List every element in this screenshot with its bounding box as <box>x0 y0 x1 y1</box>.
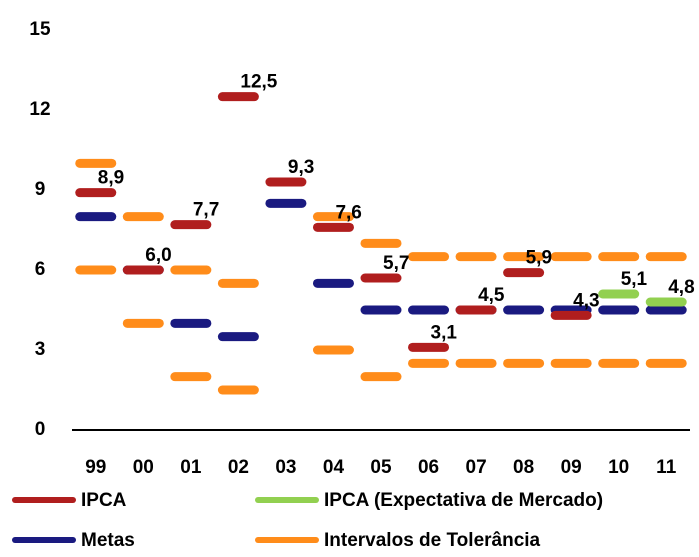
x-tick-label: 02 <box>228 457 249 478</box>
data-label: 4,8 <box>668 277 694 298</box>
data-label: 5,7 <box>383 253 409 274</box>
x-tick-label: 09 <box>561 457 582 478</box>
data-label: 4,5 <box>478 285 505 306</box>
y-tick-label: 9 <box>35 179 46 200</box>
data-label: 6,0 <box>145 245 171 266</box>
x-tick-label: 07 <box>466 457 487 478</box>
data-label: 7,7 <box>193 200 219 221</box>
data-label: 12,5 <box>240 72 277 93</box>
legend-label: Intervalos de Tolerância <box>324 530 541 551</box>
legend-label: IPCA (Expectativa de Mercado) <box>324 490 603 511</box>
x-tick-label: 00 <box>133 457 154 478</box>
x-tick-label: 11 <box>656 457 677 478</box>
data-label: 4,3 <box>573 290 599 311</box>
y-tick-label: 3 <box>35 339 46 360</box>
data-label: 8,9 <box>98 168 124 189</box>
data-label: 9,3 <box>288 157 314 178</box>
x-tick-label: 05 <box>370 457 392 478</box>
data-label: 7,6 <box>335 202 361 223</box>
legend-label: Metas <box>81 530 135 551</box>
data-label: 5,1 <box>621 269 648 290</box>
y-tick-label: 6 <box>35 259 46 280</box>
y-tick-label: 0 <box>35 419 46 440</box>
data-label: 3,1 <box>431 322 458 343</box>
x-tick-label: 04 <box>323 457 345 478</box>
y-tick-label: 12 <box>29 99 50 120</box>
data-label: 5,9 <box>526 248 552 269</box>
y-tick-label: 15 <box>29 19 51 40</box>
x-tick-label: 06 <box>418 457 439 478</box>
x-tick-label: 08 <box>513 457 534 478</box>
x-tick-label: 99 <box>85 457 106 478</box>
x-tick-label: 03 <box>275 457 296 478</box>
legend-label: IPCA <box>81 490 127 511</box>
x-tick-label: 10 <box>608 457 629 478</box>
x-tick-label: 01 <box>180 457 202 478</box>
